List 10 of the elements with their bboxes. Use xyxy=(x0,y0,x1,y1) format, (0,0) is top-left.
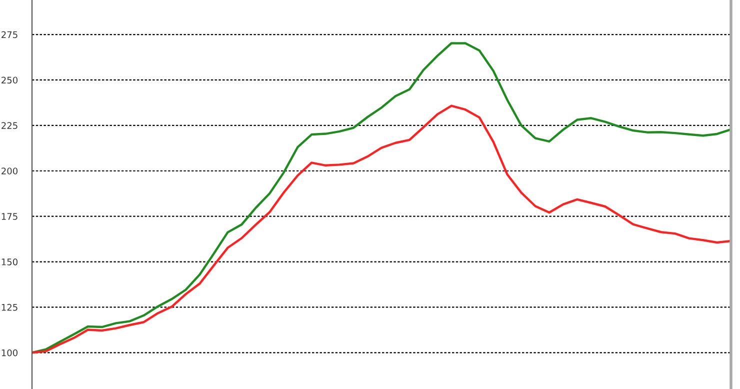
y-tick-label: 175 xyxy=(2,213,18,220)
y-tick-label: 250 xyxy=(2,76,18,84)
y-tick-label: 200 xyxy=(2,168,18,174)
y-tick-label: 125 xyxy=(2,304,18,311)
y-tick-label: 150 xyxy=(2,258,18,266)
y-tick-label: 225 xyxy=(2,122,18,129)
y-tick-label: 100 xyxy=(2,349,18,356)
line-series xyxy=(32,104,731,354)
line-series xyxy=(32,42,731,354)
y-tick-label: 275 xyxy=(2,31,18,38)
